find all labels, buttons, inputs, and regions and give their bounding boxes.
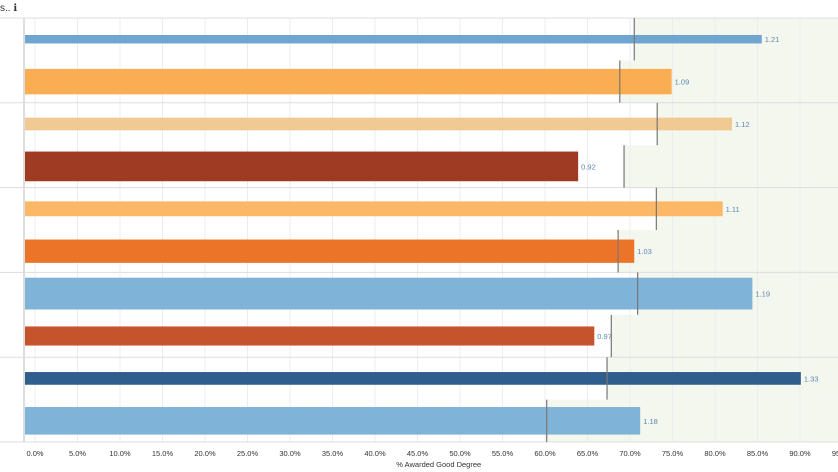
bar <box>25 372 801 385</box>
bar-value-label: 1.11 <box>726 205 740 214</box>
bar <box>25 68 672 95</box>
bar <box>25 326 595 346</box>
bar-value-label: 1.21 <box>765 35 780 44</box>
bar <box>25 201 723 217</box>
x-tick-label: 0.0% <box>26 449 43 458</box>
reference-band <box>618 230 838 273</box>
x-tick-label: 45.0% <box>407 449 429 458</box>
bar <box>25 151 579 182</box>
x-tick-label: 5.0% <box>69 449 86 458</box>
x-tick-label: 50.0% <box>449 449 471 458</box>
x-tick-label: 80.0% <box>704 449 726 458</box>
bar-value-label: 0.92 <box>581 162 596 171</box>
bar-value-label: 1.33 <box>804 374 819 383</box>
x-tick-label: 40.0% <box>364 449 386 458</box>
bar <box>25 34 762 44</box>
bar <box>25 117 732 131</box>
x-tick-label: 15.0% <box>152 449 174 458</box>
x-tick-label: 90.0% <box>789 449 811 458</box>
x-tick-label: 60.0% <box>534 449 556 458</box>
x-tick-label: 10.0% <box>109 449 131 458</box>
reference-band <box>611 314 838 358</box>
bar <box>25 277 753 310</box>
x-tick-label: 75.0% <box>662 449 684 458</box>
x-tick-label: 35.0% <box>322 449 344 458</box>
x-tick-label: 55.0% <box>492 449 514 458</box>
bar-value-label: 1.03 <box>637 247 652 256</box>
reference-band <box>624 145 838 188</box>
bar-value-label: 1.18 <box>643 417 658 426</box>
x-tick-label: 30.0% <box>279 449 301 458</box>
bar <box>25 239 635 263</box>
bar <box>25 407 641 435</box>
bar-value-label: 1.12 <box>735 120 750 129</box>
x-axis-title: % Awarded Good Degree <box>396 460 481 469</box>
bar-value-label: 0.97 <box>597 332 612 341</box>
x-tick-label: 85.0% <box>747 449 769 458</box>
x-tick-label: 95.0% <box>832 449 838 458</box>
bar-value-label: 1.19 <box>755 290 770 299</box>
x-tick-label: 20.0% <box>194 449 216 458</box>
x-tick-label: 70.0% <box>619 449 641 458</box>
x-tick-label: 65.0% <box>577 449 599 458</box>
x-tick-label: 25.0% <box>237 449 259 458</box>
bar-value-label: 1.09 <box>675 78 690 87</box>
chart-title: s.. ℹ <box>0 3 18 14</box>
